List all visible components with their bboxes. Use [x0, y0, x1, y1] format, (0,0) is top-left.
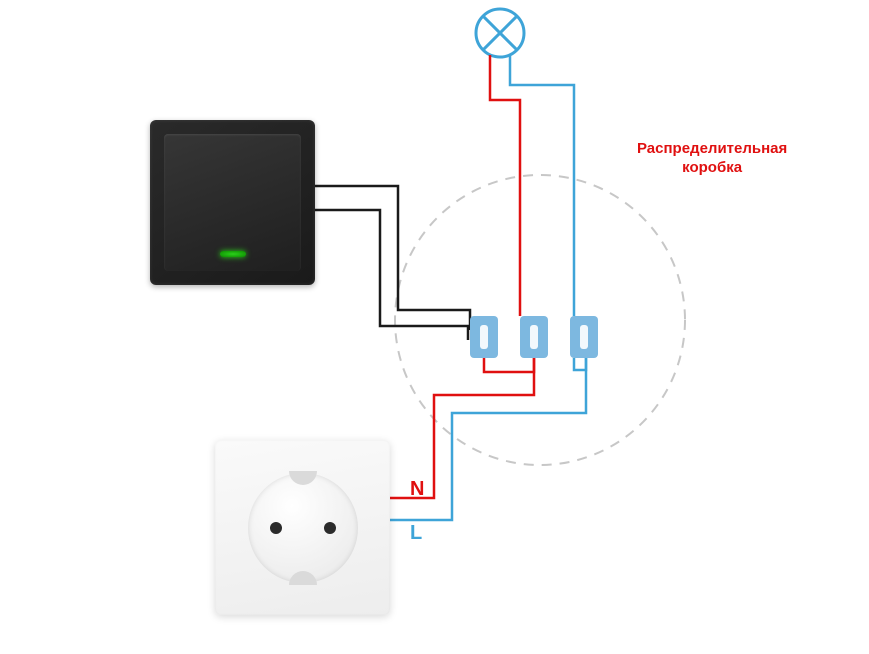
earth-clip-top: [289, 471, 317, 485]
terminal-bridge-wire: [484, 358, 534, 372]
power-outlet: [215, 440, 390, 615]
junction-box-label-line1: Распределительная: [637, 140, 787, 157]
terminal-block-3: [570, 316, 598, 358]
lamp-neutral-wire: [490, 55, 520, 316]
outlet-face: [248, 473, 358, 583]
terminal3-loop-wire: [574, 358, 586, 370]
light-switch: [150, 120, 315, 285]
earth-clip-bottom: [289, 571, 317, 585]
switch-indicator-led: [220, 251, 246, 257]
junction-box-label-line2: коробка: [682, 159, 742, 176]
switch-rocker: [164, 134, 301, 271]
switch-wire-1: [315, 186, 470, 330]
live-label: L: [410, 522, 422, 545]
wiring-diagram: Распределительная коробка N L: [0, 0, 869, 654]
outlet-hole-left: [270, 522, 282, 534]
neutral-label: N: [410, 478, 424, 501]
terminal-block-2: [520, 316, 548, 358]
terminal-block-1: [470, 316, 498, 358]
lamp-symbol: [476, 9, 524, 57]
wiring-svg: [0, 0, 869, 654]
socket-neutral-wire: [390, 358, 534, 498]
outlet-hole-right: [324, 522, 336, 534]
switch-wire-2: [315, 210, 468, 340]
junction-box-label: Распределительная коробка: [637, 140, 787, 178]
